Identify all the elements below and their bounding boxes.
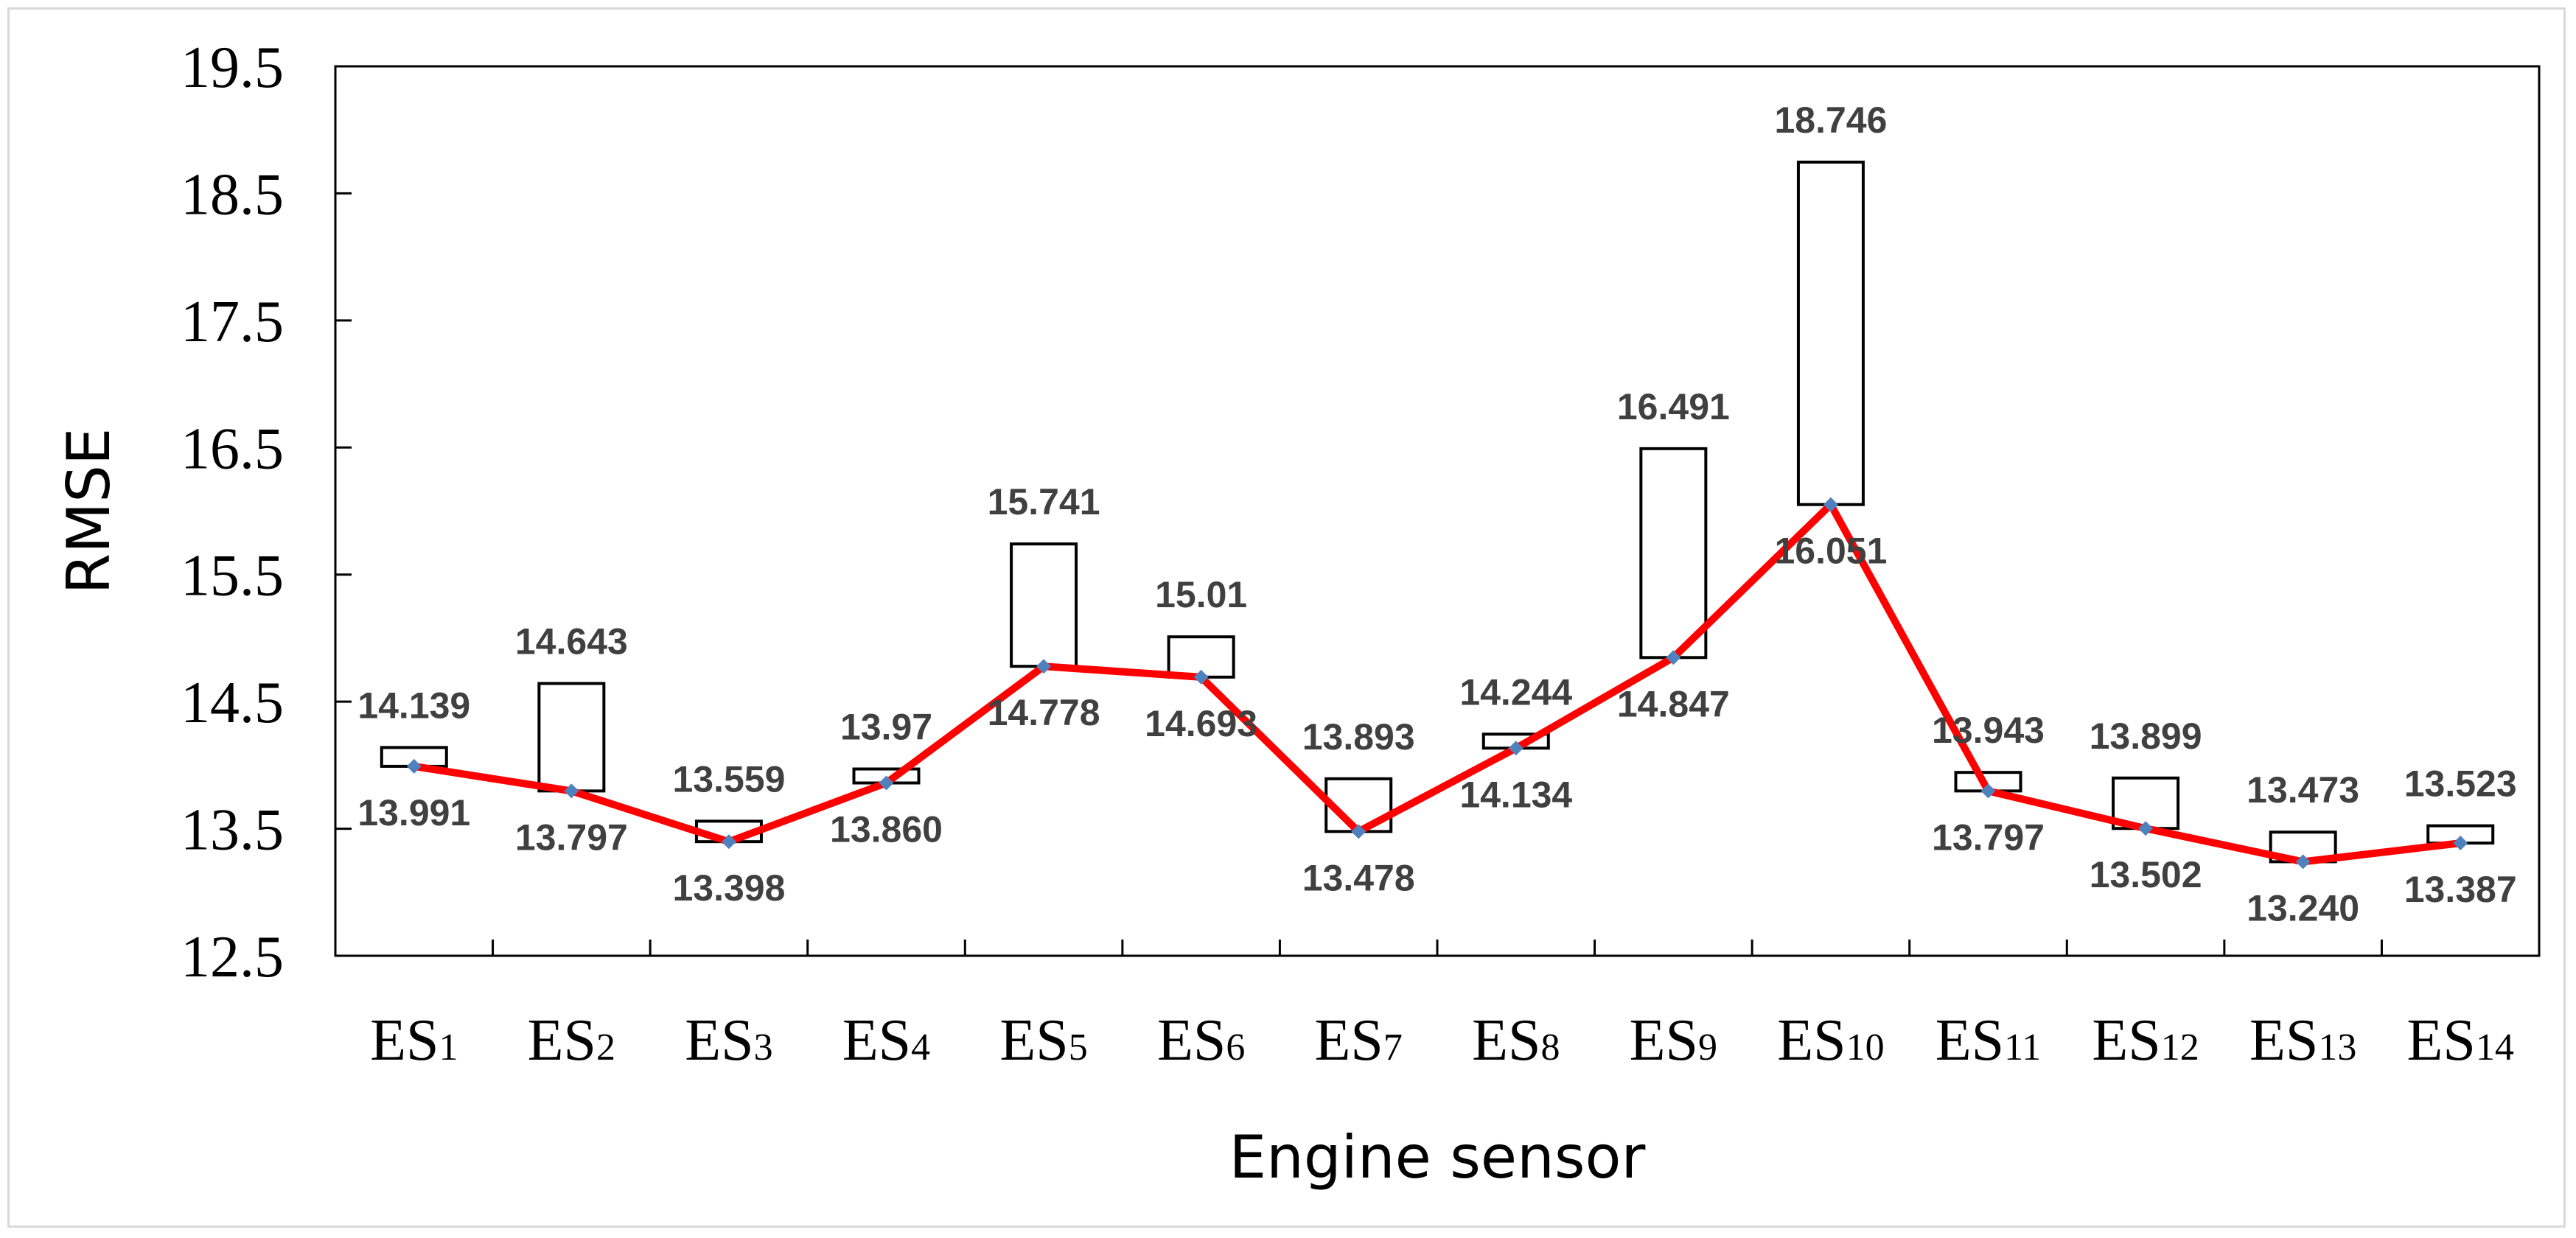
high-value-label: 13.899 [2090, 716, 2202, 757]
x-tick-label: ES11 [1936, 1008, 2041, 1073]
x-axis-ticks: ES1 ES2 ES3 ES4 ES5 ES6 ES7 ES8 ES9 ES10 ES11 ES12 E… [370, 1008, 2514, 1073]
plot-axes [334, 65, 2541, 957]
low-point-marker [879, 775, 894, 791]
x-tick-label: ES5 [999, 1008, 1087, 1073]
y-tick-label: 17.5 [181, 290, 284, 354]
x-tick-label: ES3 [685, 1008, 772, 1073]
low-point-marker [1823, 497, 1838, 512]
low-value-label: 16.051 [1774, 531, 1887, 572]
low-point-marker [406, 758, 422, 774]
low-series-polyline [413, 500, 2461, 866]
high-value-label: 14.139 [357, 685, 470, 726]
low-point-marker [721, 834, 736, 850]
x-tick-label: ES14 [2407, 1008, 2514, 1073]
range-box [1796, 161, 1865, 506]
x-tick-label: ES4 [842, 1008, 930, 1073]
x-tick-label: ES13 [2249, 1008, 2356, 1073]
data-labels: 14.139 13.991 14.643 13.797 13.559 13.398 13.9… [357, 99, 2516, 929]
high-value-label: 13.97 [840, 707, 932, 748]
high-value-label: 15.01 [1155, 574, 1247, 615]
low-value-label: 13.387 [2404, 869, 2517, 910]
y-tick-label: 16.5 [181, 416, 284, 481]
high-value-label: 14.643 [515, 620, 628, 662]
y-axis-ticks: 12.5 13.5 14.5 15.5 16.5 17.5 18.5 19.5 [181, 35, 352, 990]
high-value-label: 15.741 [988, 481, 1100, 522]
low-point-marker [564, 783, 579, 799]
low-point-marker [2453, 836, 2468, 851]
low-point-marker [1508, 741, 1523, 756]
low-point-marker [1666, 650, 1681, 665]
y-tick-label: 14.5 [181, 671, 284, 735]
low-point-marker [1980, 783, 1996, 799]
x-axis-title: Engine sensor [1229, 1123, 1646, 1192]
high-value-label: 13.559 [672, 758, 785, 800]
low-value-label: 13.240 [2247, 887, 2359, 929]
low-value-label: 14.847 [1617, 683, 1730, 724]
low-value-label: 14.693 [1145, 703, 1257, 744]
low-value-label: 13.797 [1932, 816, 2045, 858]
x-tick-label: ES9 [1630, 1008, 1717, 1073]
low-point-marker [1036, 659, 1052, 674]
low-point-marker [2295, 854, 2311, 870]
y-tick-label: 19.5 [181, 35, 284, 100]
x-tick-label: ES8 [1472, 1008, 1560, 1073]
low-point-marker [2138, 821, 2154, 836]
high-value-label: 14.244 [1459, 671, 1572, 713]
high-value-label: 13.523 [2404, 763, 2517, 805]
low-value-label: 13.860 [830, 808, 943, 850]
range-box [537, 682, 606, 793]
y-tick-label: 18.5 [181, 162, 284, 227]
x-tick-label: ES10 [1777, 1008, 1884, 1073]
x-tick-label: ES6 [1157, 1008, 1245, 1073]
low-value-label: 13.797 [515, 816, 628, 858]
x-tick-label: ES12 [2092, 1008, 2199, 1073]
range-box [1010, 542, 1078, 668]
low-point-marker [1193, 669, 1209, 685]
chart-frame [7, 7, 2566, 1228]
low-value-label: 13.991 [357, 792, 470, 833]
range-box [1639, 447, 1708, 660]
high-value-label: 13.893 [1302, 716, 1415, 758]
low-value-label: 13.478 [1302, 857, 1415, 898]
low-series-markers [406, 497, 2468, 870]
low-series-line [413, 500, 2461, 866]
low-point-marker [1351, 824, 1366, 839]
high-value-label: 13.473 [2247, 769, 2359, 811]
high-value-label: 18.746 [1774, 99, 1887, 141]
y-tick-label: 15.5 [181, 544, 284, 609]
y-tick-label: 13.5 [181, 798, 284, 863]
low-value-label: 13.502 [2090, 854, 2202, 895]
x-tick-label: ES7 [1315, 1008, 1403, 1073]
x-tick-label: ES1 [370, 1008, 458, 1073]
y-tick-label: 12.5 [181, 925, 284, 990]
low-value-label: 14.778 [988, 692, 1100, 733]
low-value-label: 14.134 [1459, 774, 1572, 815]
high-value-label: 13.943 [1932, 710, 2045, 751]
range-box [1324, 777, 1393, 833]
low-value-label: 13.398 [672, 867, 785, 909]
high-value-label: 16.491 [1617, 386, 1730, 427]
y-axis-title: RMSE [55, 428, 123, 595]
range-boxes [380, 161, 2495, 864]
x-tick-label: ES2 [528, 1008, 615, 1073]
